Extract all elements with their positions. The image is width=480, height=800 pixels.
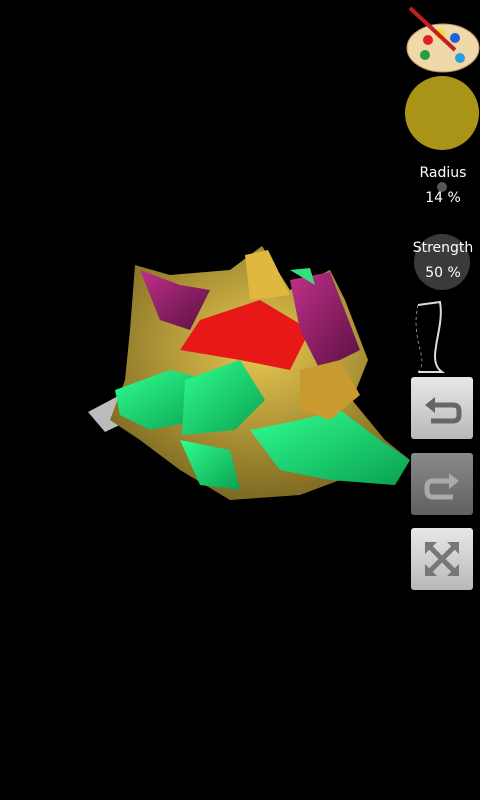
- strength-label: Strength: [412, 240, 474, 256]
- strength-value: 50 %: [425, 265, 461, 281]
- strength-indicator: [414, 234, 470, 290]
- palette-icon[interactable]: [406, 6, 480, 73]
- fullscreen-button[interactable]: [411, 528, 473, 590]
- radius-label: Radius: [419, 165, 467, 181]
- color-swatch[interactable]: [405, 76, 479, 150]
- undo-button[interactable]: [411, 377, 473, 439]
- sculpt-mesh: [88, 246, 410, 500]
- radius-value: 14 %: [425, 190, 461, 206]
- redo-button[interactable]: [411, 453, 473, 515]
- falloff-curve[interactable]: [415, 300, 446, 373]
- radius-indicator: [437, 182, 447, 192]
